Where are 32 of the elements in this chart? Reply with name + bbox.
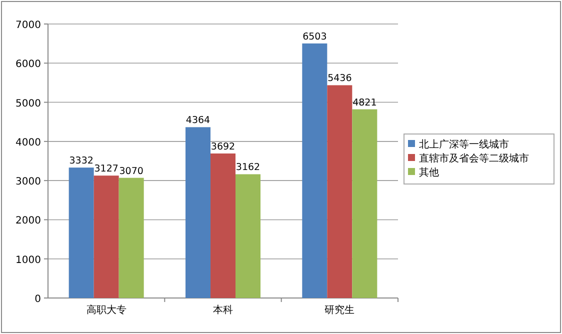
- data-label: 3332: [69, 156, 94, 167]
- y-tick-label: 6000: [16, 59, 41, 70]
- bar: [186, 127, 210, 298]
- x-tick-label: 高职大专: [86, 304, 126, 316]
- legend-label: 直辖市及省会等二级城市: [419, 152, 529, 164]
- x-tick-label: 研究生: [324, 304, 355, 316]
- y-tick-label: 4000: [16, 137, 41, 148]
- y-tick-label: 0: [34, 294, 41, 305]
- legend-label: 北上广深等一线城市: [419, 138, 509, 150]
- data-label: 5436: [328, 73, 352, 84]
- bar: [210, 153, 236, 298]
- y-tick-label: 7000: [16, 20, 41, 31]
- bar: [302, 43, 328, 298]
- data-label: 3070: [119, 166, 144, 177]
- bar: [327, 85, 352, 298]
- data-label: 3127: [94, 164, 118, 175]
- y-tick-label: 3000: [16, 176, 41, 188]
- x-tick-label: 本科: [213, 304, 233, 316]
- data-label: 3162: [236, 162, 260, 174]
- bar: [68, 168, 94, 298]
- legend-label: 其他: [419, 166, 439, 178]
- data-label: 4821: [352, 97, 377, 108]
- bar: [236, 174, 260, 298]
- data-label: 4364: [186, 115, 210, 126]
- bar: [118, 178, 144, 298]
- data-label: 3692: [210, 141, 236, 152]
- y-tick-label: 2000: [16, 216, 41, 227]
- bar: [94, 176, 119, 298]
- bar: [352, 109, 378, 298]
- y-tick-label: 5000: [16, 98, 41, 110]
- y-tick-label: 1000: [16, 254, 41, 266]
- data-label: 6503: [302, 31, 327, 42]
